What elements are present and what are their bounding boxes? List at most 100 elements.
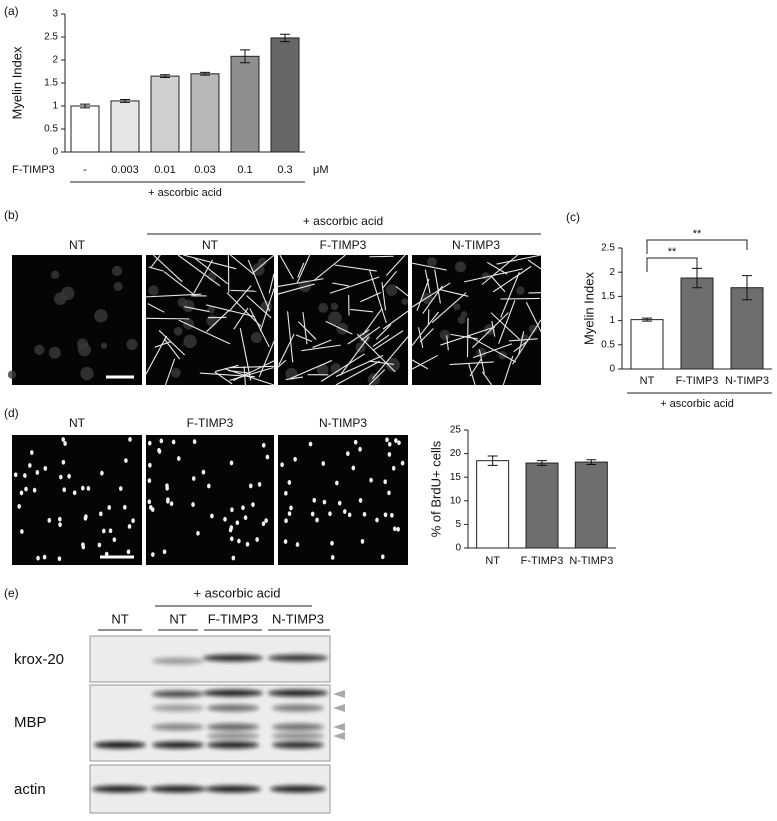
image-label: NT — [69, 416, 86, 430]
nucleus — [61, 437, 65, 442]
x-tick-label: 0.01 — [154, 164, 175, 176]
nucleus — [165, 486, 169, 491]
nucleus — [59, 475, 63, 480]
nucleus — [388, 452, 392, 457]
band — [207, 724, 259, 731]
bar — [271, 38, 299, 152]
y-tick-label: 1 — [52, 101, 58, 112]
nucleus — [99, 511, 103, 516]
nucleus — [128, 437, 132, 442]
y-tick-label: 5 — [455, 519, 461, 530]
x-tick-label: N-TIMP3 — [725, 375, 769, 387]
nucleus — [251, 502, 255, 507]
nucleus — [196, 531, 200, 536]
y-tick-label: 25 — [450, 425, 462, 436]
x-tick-label: 0.003 — [111, 164, 139, 176]
image-label: N-TIMP3 — [452, 238, 500, 252]
band — [203, 690, 263, 697]
nucleus — [264, 518, 268, 523]
nucleus — [331, 555, 335, 560]
nucleus — [127, 549, 131, 554]
nucleus — [62, 460, 66, 465]
band — [207, 733, 259, 740]
band — [150, 786, 206, 793]
cell — [427, 257, 437, 267]
cell — [61, 287, 74, 300]
nucleus — [284, 539, 288, 544]
nucleus — [166, 497, 170, 502]
band — [272, 705, 324, 712]
cell — [440, 330, 450, 340]
lane-label: N-TIMP3 — [272, 611, 324, 626]
cell — [114, 282, 123, 291]
nucleus — [392, 466, 396, 471]
nucleus — [394, 438, 398, 443]
cell — [401, 298, 408, 305]
nucleus — [354, 440, 358, 445]
nucleus — [67, 474, 71, 479]
nucleus — [315, 518, 319, 523]
nucleus — [393, 526, 397, 531]
y-axis-label: % of BrdU+ cells — [428, 440, 443, 537]
nucleus — [151, 552, 155, 557]
band — [268, 690, 328, 697]
band — [152, 658, 204, 665]
micrograph-bg — [146, 435, 274, 565]
nucleus — [387, 490, 391, 495]
band — [205, 786, 261, 793]
unit-label: μM — [313, 164, 329, 176]
nucleus — [36, 470, 40, 475]
nucleus — [229, 528, 233, 533]
bar — [111, 101, 139, 152]
y-tick-label: 0 — [455, 543, 461, 554]
nucleus — [346, 451, 350, 456]
x-axis-label: F-TIMP3 — [12, 164, 55, 176]
nucleus — [241, 505, 245, 510]
nucleus — [335, 481, 339, 486]
bar — [631, 320, 663, 369]
cell — [78, 343, 91, 356]
y-tick-label: 2.5 — [601, 243, 615, 254]
cell — [174, 327, 183, 336]
x-tick-label: 0.03 — [194, 164, 215, 176]
nucleus — [33, 488, 37, 493]
image-label: F-TIMP3 — [187, 416, 234, 430]
panel-label: (c) — [566, 210, 580, 224]
bar — [151, 76, 179, 152]
nucleus — [289, 506, 293, 511]
nucleus — [63, 441, 67, 446]
cell — [49, 347, 61, 359]
x-tick-label: F-TIMP3 — [521, 555, 564, 567]
cell — [51, 271, 59, 279]
nucleus — [58, 522, 62, 527]
significance-bracket — [647, 258, 697, 272]
nucleus — [255, 537, 259, 542]
nucleus — [390, 513, 394, 518]
nucleus — [284, 518, 288, 523]
x-tick-label: - — [83, 164, 87, 176]
y-tick-label: 2 — [52, 55, 58, 66]
nucleus — [151, 507, 155, 512]
cell — [455, 261, 466, 272]
nucleus — [119, 486, 123, 491]
bar — [575, 462, 607, 548]
group-label: + ascorbic acid — [303, 214, 383, 228]
nucleus — [384, 512, 388, 517]
nucleus — [62, 487, 66, 492]
micrograph — [278, 255, 408, 385]
y-tick-label: 0 — [609, 364, 615, 375]
nucleus — [193, 439, 197, 444]
cell — [80, 367, 93, 380]
nucleus — [43, 555, 47, 560]
band — [268, 655, 328, 662]
nucleus — [170, 501, 174, 506]
cell — [94, 309, 107, 322]
nucleus — [284, 491, 288, 496]
band — [203, 655, 263, 662]
y-tick-label: 15 — [450, 472, 462, 483]
row-label: krox-20 — [14, 651, 64, 668]
nucleus — [375, 518, 379, 523]
band — [92, 786, 148, 793]
nucleus — [352, 466, 356, 471]
bar — [71, 106, 99, 152]
